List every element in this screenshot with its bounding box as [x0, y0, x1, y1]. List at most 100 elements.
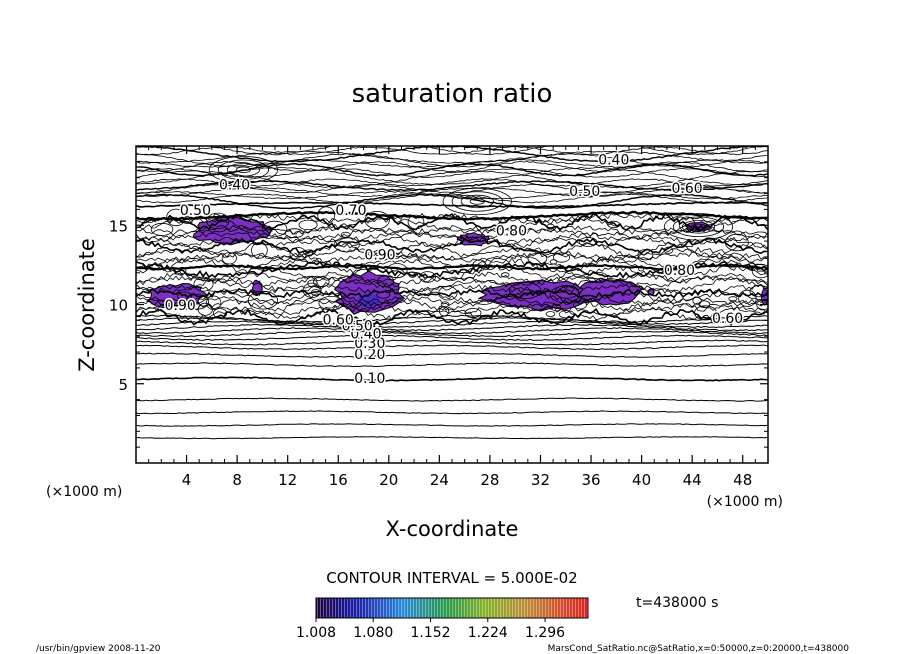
- contour-line: [136, 260, 768, 279]
- contour-loop: [549, 259, 558, 265]
- x-tick-label: 36: [581, 471, 600, 489]
- contour-loop: [303, 249, 314, 256]
- x-axis-unit: (×1000 m): [707, 494, 783, 510]
- contour-loop: [197, 302, 213, 316]
- contour-loop: [177, 291, 192, 302]
- contour-line: [136, 226, 768, 242]
- contour-line: [136, 150, 768, 164]
- contour-loop: [217, 159, 270, 180]
- contour-line: [136, 251, 768, 264]
- contour-loop: [247, 290, 278, 310]
- contour-loop: [440, 301, 450, 308]
- contour-line: [136, 327, 768, 335]
- contour-loop: [549, 285, 580, 304]
- contour-line: [136, 178, 768, 187]
- contour-loop: [663, 213, 734, 241]
- contour-line: [136, 323, 768, 332]
- contour-loop: [376, 275, 395, 288]
- contour-loop: [738, 289, 757, 307]
- contour-loop: [298, 219, 318, 231]
- contour-line: [136, 305, 768, 322]
- colorbar-tick-label: 1.296: [525, 625, 565, 641]
- contour-line: [136, 275, 768, 289]
- contour-line: [136, 436, 768, 440]
- contour-loop: [182, 218, 193, 225]
- contour-loop: [694, 305, 717, 321]
- y-axis-unit: (×1000 m): [46, 484, 122, 500]
- contour-line: [136, 190, 768, 200]
- contour-loop: [751, 263, 768, 279]
- contour-loop: [184, 294, 209, 310]
- contour-label: 0.50: [180, 203, 211, 219]
- contour-loop: [408, 271, 417, 278]
- contour-line: [136, 302, 768, 316]
- contour-loop: [553, 252, 571, 263]
- contour-line: [136, 423, 768, 427]
- contour-loop: [221, 252, 237, 265]
- x-tick-label: 40: [632, 471, 651, 489]
- contour-line: [136, 213, 768, 231]
- contour-line: [136, 264, 768, 283]
- contour-line: [136, 159, 768, 168]
- contour-label: 0.90: [364, 247, 395, 263]
- contour-loop: [681, 220, 716, 234]
- contour-line: [136, 287, 768, 299]
- contour-loop: [587, 271, 609, 284]
- contour-label: 0.50: [342, 319, 373, 335]
- contour-line: [136, 314, 768, 323]
- contour-line: [136, 160, 768, 173]
- contour-loop: [578, 237, 598, 247]
- contour-label: 0.50: [569, 184, 600, 200]
- contour-loop: [208, 156, 279, 184]
- contour-label: 0.80: [664, 263, 695, 279]
- contour-line: [136, 362, 768, 368]
- contour-line: [136, 231, 768, 245]
- contour-loop: [318, 295, 345, 311]
- contour-loop: [460, 194, 494, 209]
- contour-loop: [235, 166, 252, 173]
- contour-loop: [442, 187, 512, 216]
- contour-line: [136, 217, 768, 235]
- contour-line: [136, 180, 768, 192]
- contour-loop: [749, 285, 768, 298]
- x-tick-label: 8: [232, 471, 242, 489]
- contour-loop: [251, 242, 268, 259]
- contour-line: [136, 376, 768, 382]
- footer-right: MarsCond_SatRatio.nc@SatRatio,x=0:50000,…: [548, 644, 850, 654]
- y-axis-label: Z-coordinate: [75, 238, 99, 372]
- contour-label: 0.10: [354, 371, 385, 387]
- contour-loop: [546, 223, 555, 230]
- x-axis-label: X-coordinate: [386, 517, 519, 541]
- contour-line: [136, 352, 768, 358]
- contour-line: [136, 271, 768, 284]
- contour-label: 0.70: [335, 203, 366, 219]
- y-tick-label: 5: [118, 376, 128, 394]
- contour-labels: 0.100.200.300.400.500.600.900.600.400.50…: [163, 151, 745, 389]
- x-tick-label: 4: [182, 471, 192, 489]
- contour-label: 0.60: [712, 311, 743, 327]
- contour-line: [136, 330, 768, 338]
- contour-label: 0.40: [598, 152, 629, 168]
- contour-line: [136, 235, 768, 249]
- x-axis: 4 8 12 16 20 24 28 32 36 40 44 48: [148, 146, 756, 489]
- contour-line: [136, 257, 768, 274]
- contour-line: [136, 193, 768, 204]
- contour-line: [136, 334, 768, 341]
- contour-line: [136, 320, 768, 329]
- contour-loop: [289, 247, 307, 261]
- contour-label: 0.20: [354, 347, 385, 363]
- contour-loop: [333, 237, 360, 253]
- contour-line: [136, 277, 768, 294]
- x-tick-label: 24: [430, 471, 449, 489]
- contour-loop: [551, 303, 562, 312]
- contour-loop: [261, 220, 288, 237]
- x-tick-label: 48: [733, 471, 752, 489]
- contour-line: [136, 210, 768, 221]
- contour-loop: [728, 296, 738, 302]
- contour-line: [136, 397, 768, 402]
- contour-loop: [658, 268, 668, 274]
- contour-loop: [692, 296, 702, 305]
- contour-interval: CONTOUR INTERVAL = 5.000E-02: [326, 569, 577, 587]
- contour-line: [136, 167, 768, 178]
